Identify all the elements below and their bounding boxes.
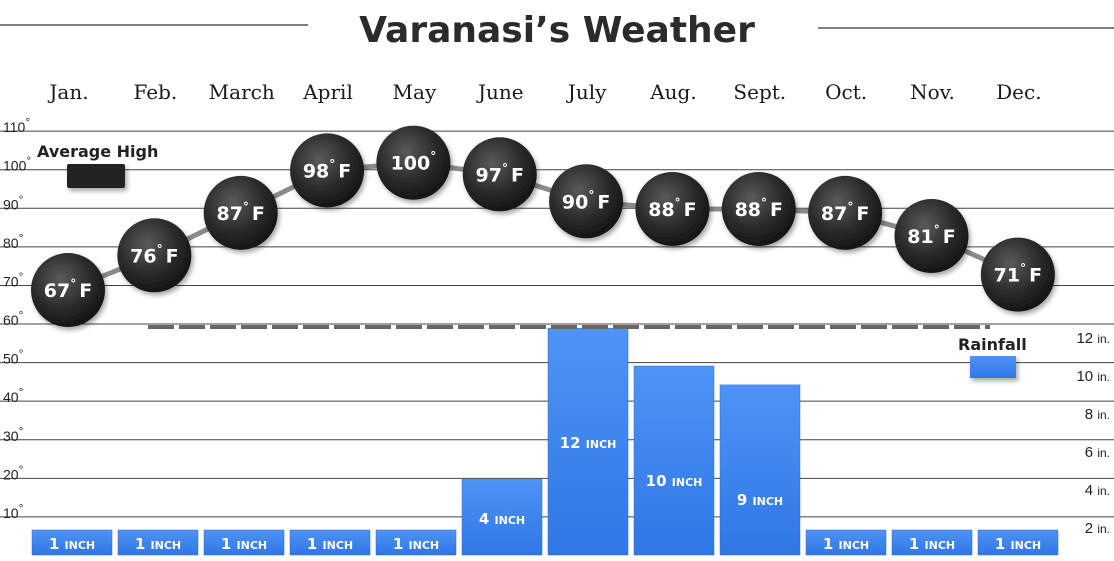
rainfall-bar-label: 1 INCH: [995, 535, 1041, 553]
legend-average-high-swatch: [67, 164, 125, 188]
rainfall-bar-label: 10 INCH: [646, 472, 703, 490]
right-tick-label: 4 in.: [1085, 482, 1110, 499]
right-axis-ticks: 2 in. 4 in. 6 in. 8 in. 10 in. 12 in.: [1076, 330, 1110, 537]
right-tick-label: 12 in.: [1076, 330, 1110, 347]
y-tick-label: 10°: [3, 501, 24, 521]
month-label: Oct.: [825, 80, 867, 104]
average-high-point: [980, 237, 1055, 312]
average-high-label: 87° F: [216, 200, 264, 225]
month-label: Sept.: [733, 80, 786, 104]
average-high-point: [808, 175, 883, 250]
rainfall-bar: [461, 479, 543, 556]
rainfall-bar-label: 12 INCH: [560, 434, 617, 452]
average-high-label: 87° F: [821, 200, 869, 225]
right-tick-label: 6 in.: [1085, 444, 1110, 461]
chart-title: Varanasi’s Weather: [359, 10, 755, 51]
rainfall-bar: [633, 365, 715, 556]
month-label: June: [476, 80, 524, 104]
rainfall-bar-label: 1 INCH: [393, 535, 439, 553]
rainfall-bar: [547, 327, 629, 556]
month-label: July: [566, 80, 607, 104]
average-high-point: [549, 164, 624, 239]
y-tick-label: 100°: [3, 154, 31, 174]
average-high-label: 100°: [391, 150, 437, 175]
left-axis-ticks: 10° 20° 30° 40° 50° 60° 70° 80° 90° 100° 110°: [3, 115, 31, 521]
month-label: Nov.: [910, 80, 955, 104]
y-tick-label: 30°: [3, 424, 24, 444]
right-tick-label: 8 in.: [1085, 406, 1110, 423]
rainfall-bar-label: 1 INCH: [307, 535, 353, 553]
legend-rainfall-label: Rainfall: [958, 335, 1027, 354]
rainfall-bar: [203, 529, 285, 556]
average-high-point: [462, 137, 537, 212]
rainfall-bar: [805, 529, 887, 556]
average-high-label: 67° F: [44, 277, 92, 302]
average-high-point: [721, 171, 796, 246]
y-tick-label: 80°: [3, 231, 24, 251]
right-tick-label: 2 in.: [1085, 520, 1110, 537]
rainfall-bar-label: 4 INCH: [479, 510, 525, 528]
average-high-label: 98° F: [303, 157, 351, 182]
average-high-label: 88° F: [648, 196, 696, 221]
month-label: Jan.: [47, 80, 88, 104]
y-tick-label: 70°: [3, 269, 24, 289]
month-label: Dec.: [996, 80, 1041, 104]
y-tick-label: 40°: [3, 385, 24, 405]
rainfall-bar-label: 1 INCH: [221, 535, 267, 553]
rainfall-bar: [891, 529, 973, 556]
month-label: April: [302, 80, 353, 104]
y-tick-label: 110°: [3, 115, 30, 135]
legend-rainfall-swatch: [970, 356, 1016, 378]
rainfall-bar: [977, 529, 1059, 556]
average-high-label: 88° F: [735, 196, 783, 221]
rainfall-bars: 1 INCH 1 INCH 1 INCH 1 INCH 1 INCH 4 INCH 12 I…: [31, 327, 1059, 556]
average-high-point: [203, 175, 278, 250]
rainfall-bar: [117, 529, 199, 556]
month-labels: Jan. Feb. March April May June July Aug. Sept. Oc…: [47, 80, 1041, 104]
average-high-point: [117, 218, 192, 293]
average-high-point: [894, 199, 969, 274]
right-tick-label: 10 in.: [1076, 368, 1110, 385]
rainfall-bar-label: 1 INCH: [135, 535, 181, 553]
average-high-label: 90° F: [562, 188, 610, 213]
rainfall-bar: [719, 384, 801, 556]
y-tick-label: 20°: [3, 462, 24, 482]
rainfall-bar: [375, 529, 457, 556]
y-tick-label: 90°: [3, 192, 24, 212]
legend: Average High Rainfall: [37, 142, 1027, 378]
rainfall-bar: [31, 529, 113, 556]
average-high-label: 76° F: [130, 242, 178, 267]
rainfall-bar: [289, 529, 371, 556]
rainfall-bar-label: 1 INCH: [49, 535, 95, 553]
average-high-point: [635, 171, 710, 246]
month-label: Feb.: [133, 80, 177, 104]
month-label: Aug.: [649, 80, 696, 104]
rainfall-bar-label: 1 INCH: [909, 535, 955, 553]
month-label: May: [393, 80, 437, 104]
average-high-label: 71° F: [994, 262, 1042, 287]
month-label: March: [209, 80, 275, 104]
average-high-point: [376, 125, 451, 200]
y-tick-label: 50°: [3, 347, 24, 367]
average-high-label: 81° F: [907, 223, 955, 248]
average-high-label: 97° F: [476, 161, 524, 186]
rainfall-bar-label: 1 INCH: [823, 535, 869, 553]
y-tick-label: 60°: [3, 308, 24, 328]
rainfall-bar-label: 9 INCH: [737, 491, 783, 509]
average-high-points: 67° F 76° F 87° F 98° F 100° 97° F 90° F 88° F 88° F 87° F…: [31, 125, 1055, 328]
average-high-point: [290, 133, 365, 208]
average-high-point: [31, 253, 105, 328]
legend-average-high-label: Average High: [37, 142, 158, 161]
